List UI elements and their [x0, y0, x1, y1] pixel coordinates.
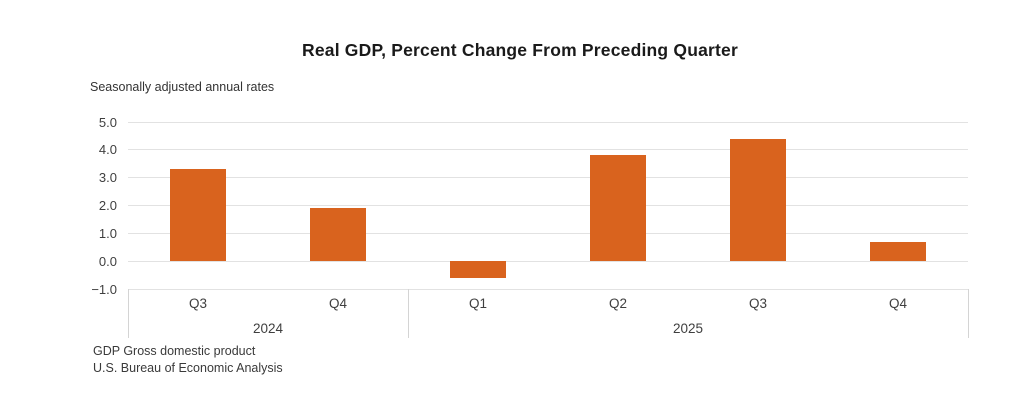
bar-q3: [170, 169, 226, 262]
axis-group-separator: [407, 289, 409, 338]
bar-q4: [310, 208, 366, 262]
x-category-label: Q1: [468, 296, 487, 311]
bar-q2: [590, 155, 646, 262]
gridline: [128, 121, 968, 123]
bar-q4: [870, 241, 926, 262]
footer-note-bea: U.S. Bureau of Economic Analysis: [93, 361, 283, 375]
y-tick-label: 0.0: [98, 253, 117, 269]
y-tick-label: 4.0: [98, 142, 117, 158]
y-tick-label: 3.0: [98, 170, 117, 186]
y-tick-label: 5.0: [98, 114, 117, 130]
chart-subtitle: Seasonally adjusted annual rates: [90, 80, 275, 94]
x-category-label: Q3: [188, 296, 207, 311]
gridline: [128, 232, 968, 234]
gridline: [128, 205, 968, 206]
gridline: [128, 177, 968, 179]
footer-note-gdp: GDP Gross domestic product: [93, 344, 256, 358]
axis-group-separator: [967, 289, 969, 338]
x-category-label: Q3: [748, 296, 767, 311]
gridline: [128, 149, 968, 151]
x-year-label: 2024: [252, 321, 284, 336]
x-category-label: Q2: [608, 296, 627, 311]
axis-group-separator: [127, 289, 129, 338]
bar-q3: [730, 138, 786, 262]
x-category-label: Q4: [328, 296, 347, 311]
bar-q1: [450, 261, 506, 278]
chart-title: Real GDP, Percent Change From Preceding …: [301, 40, 738, 60]
x-category-label: Q4: [888, 296, 907, 311]
gridline: [128, 260, 968, 262]
y-tick-label: −1.0: [91, 281, 117, 297]
y-tick-label: 1.0: [98, 225, 117, 241]
y-tick-label: 2.0: [98, 198, 117, 213]
gridline: [128, 288, 968, 290]
x-year-label: 2025: [672, 321, 704, 336]
